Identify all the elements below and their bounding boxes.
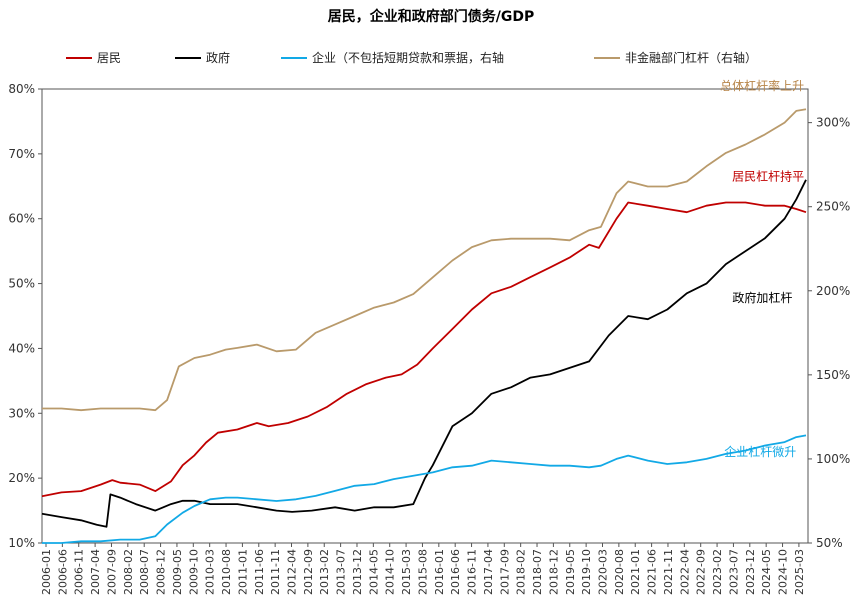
legend-label: 居民 (97, 51, 121, 65)
x-tick-label: 2018-07 (531, 549, 544, 595)
x-tick-label: 2021-01 (629, 549, 642, 595)
x-tick-label: 2006-01 (40, 549, 53, 595)
annotation-label: 总体杠杆率上升 (720, 78, 804, 93)
x-tick-label: 2011-06 (253, 549, 266, 595)
y-left-tick-label: 70% (8, 147, 35, 161)
y-left-tick-label: 80% (8, 82, 35, 96)
series-line-2 (42, 434, 807, 544)
x-tick-label: 2008-07 (138, 549, 151, 595)
x-tick-label: 2009-05 (171, 549, 184, 595)
x-tick-label: 2007-09 (105, 549, 118, 595)
x-tick-label: 2015-03 (400, 549, 413, 595)
y-left-tick-label: 60% (8, 212, 35, 226)
x-tick-label: 2021-11 (662, 549, 675, 595)
x-tick-label: 2010-03 (204, 549, 217, 595)
x-tick-label: 2010-08 (220, 549, 233, 595)
x-tick-label: 2011-11 (269, 549, 282, 595)
x-tick-label: 2018-12 (547, 549, 560, 595)
x-tick-label: 2018-02 (515, 549, 528, 595)
x-tick-label: 2021-06 (646, 549, 659, 595)
x-tick-label: 2015-08 (416, 549, 429, 595)
x-tick-label: 2014-10 (384, 549, 397, 595)
y-left-tick-label: 30% (8, 406, 35, 420)
legend-label: 非金融部门杠杆（右轴） (625, 50, 757, 65)
x-tick-label: 2017-09 (498, 549, 511, 595)
x-tick-label: 2012-04 (286, 549, 299, 595)
x-tick-label: 2013-02 (318, 549, 331, 595)
x-tick-label: 2008-02 (122, 549, 135, 595)
x-tick-label: 2007-04 (89, 549, 102, 595)
x-tick-label: 2023-02 (711, 549, 724, 595)
x-tick-label: 2017-04 (482, 549, 495, 595)
series-line-3 (42, 108, 807, 412)
series-line-1 (41, 179, 807, 528)
x-tick-label: 2013-07 (335, 549, 348, 595)
annotation-label: 居民杠杆持平 (732, 169, 804, 184)
x-tick-label: 2024-10 (777, 549, 790, 595)
x-tick-label: 2022-04 (678, 549, 691, 595)
y-right-tick-label: 150% (816, 368, 850, 382)
x-tick-label: 2022-09 (695, 549, 708, 595)
y-left-tick-label: 50% (8, 277, 35, 291)
y-left-tick-label: 20% (8, 471, 35, 485)
x-tick-label: 2011-01 (236, 549, 249, 595)
annotation-label: 企业杠杆微升 (724, 444, 796, 459)
x-tick-label: 2016-11 (466, 549, 479, 595)
x-tick-label: 2008-12 (155, 549, 168, 595)
x-tick-label: 2020-03 (596, 549, 609, 595)
legend-label: 企业（不包括短期贷款和票据，右轴 (312, 50, 504, 65)
x-tick-label: 2014-05 (367, 549, 380, 595)
chart-title: 居民，企业和政府部门债务/GDP (328, 8, 535, 25)
y-left-tick-label: 10% (8, 536, 35, 550)
x-tick-label: 2016-06 (449, 549, 462, 595)
x-tick-label: 2019-10 (580, 549, 593, 595)
legend-label: 政府 (206, 50, 230, 65)
x-tick-label: 2016-01 (433, 549, 446, 595)
y-right-tick-label: 100% (816, 452, 850, 466)
x-tick-label: 2023-12 (744, 549, 757, 595)
plot-frame (41, 88, 809, 544)
y-right-tick-label: 200% (816, 284, 850, 298)
x-tick-label: 2019-05 (564, 549, 577, 595)
series-line-0 (41, 201, 807, 498)
y-right-tick-label: 50% (816, 536, 843, 550)
x-tick-label: 2025-03 (793, 549, 806, 595)
x-tick-label: 2006-11 (73, 549, 86, 595)
x-tick-label: 2009-10 (187, 549, 200, 595)
y-right-tick-label: 300% (816, 116, 850, 130)
annotation-label: 政府加杠杆 (732, 290, 792, 305)
x-tick-label: 2023-07 (727, 549, 740, 595)
x-tick-label: 2012-09 (302, 549, 315, 595)
x-tick-label: 2006-06 (56, 549, 69, 595)
y-left-tick-label: 40% (8, 341, 35, 355)
x-tick-label: 2024-05 (760, 549, 773, 595)
x-tick-label: 2013-12 (351, 549, 364, 595)
x-tick-label: 2020-08 (613, 549, 626, 595)
y-right-tick-label: 250% (816, 200, 850, 214)
